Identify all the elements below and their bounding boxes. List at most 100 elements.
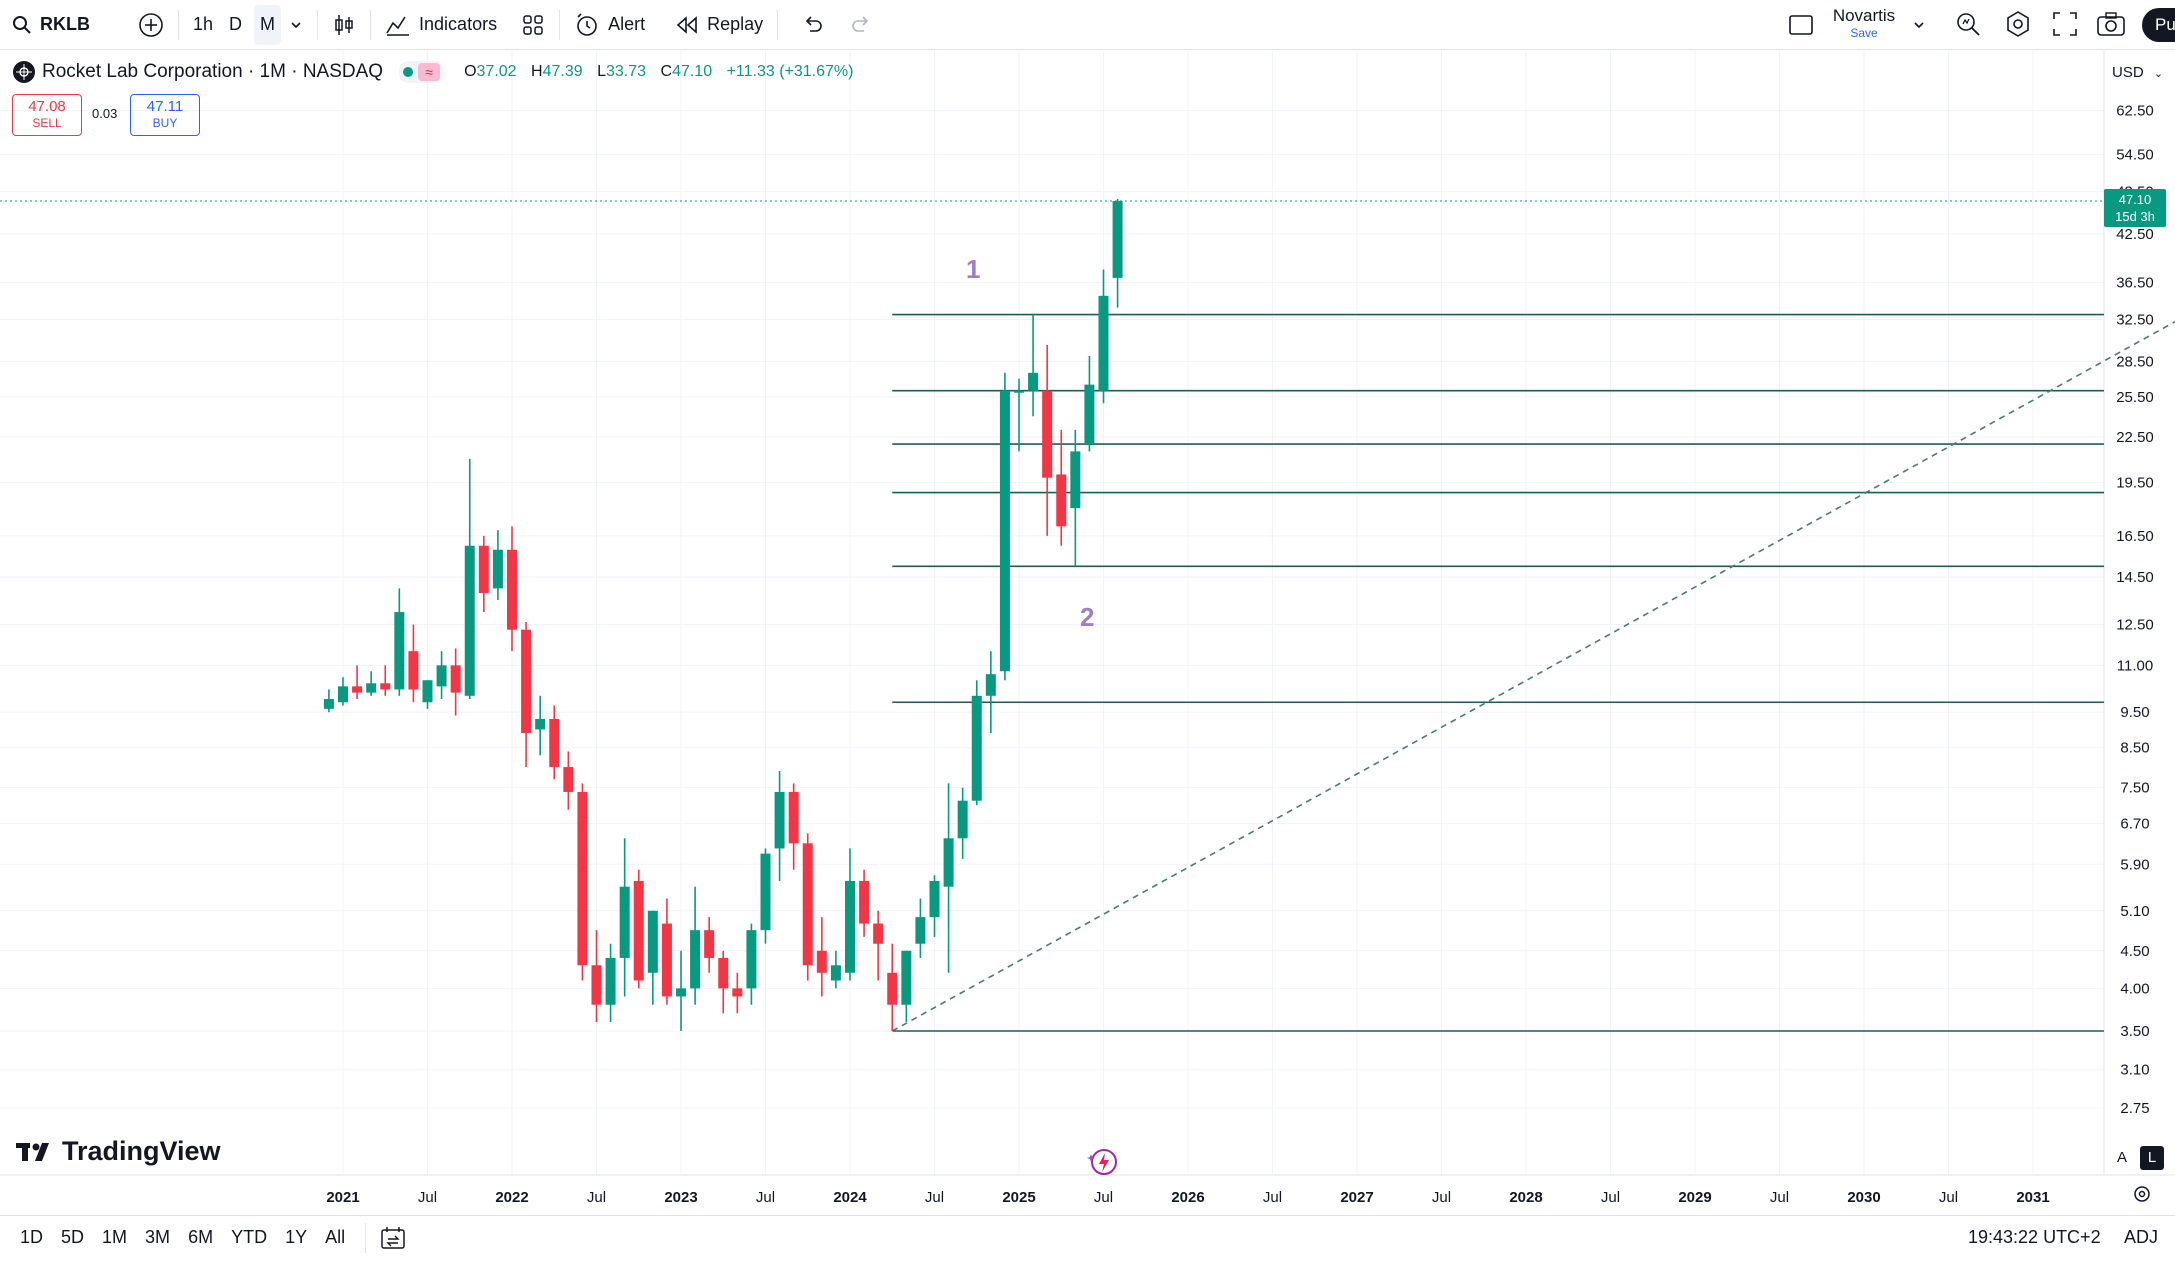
bar-countdown: 15d 3h — [2115, 209, 2155, 224]
candle-body — [408, 651, 419, 690]
settings-icon[interactable] — [2004, 10, 2032, 38]
adjust-toggle[interactable]: ADJ — [2124, 1227, 2159, 1247]
y-axis-tick-label: 4.00 — [2120, 980, 2149, 997]
x-axis-tick-label: Jul — [1432, 1189, 1451, 1206]
clock[interactable]: 19:43:22 UTC+2 — [1968, 1227, 2101, 1247]
candles-style-icon[interactable] — [332, 13, 356, 37]
y-axis-tick-label: 19.50 — [2116, 475, 2154, 492]
replay-button[interactable]: Replay — [675, 0, 763, 50]
symbol-title: Rocket Lab Corporation · 1M · NASDAQ — [42, 61, 384, 82]
x-axis-tick-label: 2023 — [664, 1189, 697, 1206]
candle-body — [323, 699, 334, 709]
x-axis-tick-label: Jul — [587, 1189, 606, 1206]
last-price-tag: 47.10 15d 3h — [2104, 189, 2166, 227]
range-ytd[interactable]: YTD — [231, 1227, 268, 1247]
chevron-down-icon: ⌄ — [2153, 68, 2164, 80]
x-axis-tick-label: 2022 — [495, 1189, 528, 1206]
candle-body — [915, 917, 926, 944]
layouts-icon[interactable] — [521, 13, 545, 37]
goto-date-icon[interactable] — [380, 1226, 406, 1250]
sell-button[interactable]: 47.08 SELL — [12, 94, 82, 136]
candle-body — [690, 930, 701, 989]
chevron-down-icon[interactable] — [1912, 18, 1926, 32]
add-symbol-icon[interactable] — [138, 12, 164, 38]
candle-body — [830, 965, 841, 981]
candle-body — [971, 695, 982, 801]
candle-body — [1112, 201, 1123, 278]
log-scale-button[interactable]: L — [2140, 1146, 2164, 1170]
range-1y[interactable]: 1Y — [285, 1227, 308, 1247]
candle-body — [873, 923, 884, 944]
candle-body — [718, 957, 729, 989]
indicators-icon — [385, 13, 411, 37]
candle-body — [802, 843, 813, 966]
currency-label: USD — [2112, 64, 2144, 81]
time-axis-settings-icon[interactable] — [2132, 1184, 2152, 1204]
x-axis-tick-label: Jul — [418, 1189, 437, 1206]
y-axis-tick-label: 25.50 — [2116, 389, 2154, 406]
y-axis-tick-label: 11.00 — [2117, 657, 2153, 674]
undo-icon[interactable] — [802, 15, 824, 35]
y-axis-tick-label: 7.50 — [2120, 780, 2149, 797]
auto-scale-button[interactable]: A — [2116, 1149, 2127, 1166]
range-3m[interactable]: 3M — [145, 1227, 171, 1247]
close-value: 47.10 — [672, 63, 713, 80]
buy-button[interactable]: 47.11 BUY — [130, 94, 200, 136]
rewind-icon — [675, 15, 699, 35]
fullscreen-icon[interactable] — [2052, 11, 2078, 37]
y-axis-tick-label: 9.50 — [2120, 704, 2149, 721]
dashed-trend-line — [891, 320, 2175, 1032]
interval-m[interactable]: M — [254, 4, 282, 45]
candle-body — [591, 965, 602, 1005]
quick-search-icon[interactable] — [1954, 10, 1982, 38]
camera-icon[interactable] — [2096, 11, 2126, 37]
x-axis-tick-label: Jul — [1939, 1189, 1958, 1206]
x-axis-tick-label: 2021 — [326, 1189, 359, 1206]
chevron-down-icon[interactable] — [289, 18, 303, 32]
candle-body — [774, 791, 785, 849]
last-price-value: 47.10 — [2118, 192, 2152, 207]
candle-body — [943, 838, 954, 887]
candle-body — [1098, 295, 1109, 391]
candle-body — [619, 886, 630, 958]
candle-body — [521, 629, 532, 734]
interval-d[interactable]: D — [229, 14, 243, 34]
symbol-search[interactable]: RKLB — [12, 0, 90, 50]
range-6m[interactable]: 6M — [188, 1227, 214, 1247]
x-axis-tick-label: 2029 — [1678, 1189, 1711, 1206]
ai-sparkle-icon[interactable] — [1086, 1146, 1120, 1178]
y-axis-tick-label: 4.50 — [2120, 943, 2149, 960]
interval-1h[interactable]: 1h — [193, 14, 214, 34]
wave-label-1[interactable]: 1 — [966, 254, 981, 284]
alert-button[interactable]: Alert — [574, 0, 645, 50]
indicators-button[interactable]: Indicators — [385, 0, 497, 50]
price-chart[interactable]: 2021 Jul 2022 Jul 2023 Jul 2024 Jul 2025 Jul 2026 J… — [0, 51, 2175, 1211]
candle-body — [887, 972, 898, 1005]
layout-name: Novartis — [1832, 6, 1896, 25]
range-all[interactable]: All — [325, 1227, 346, 1247]
y-axis-tick-label: 3.10 — [2120, 1062, 2149, 1079]
candle-body — [845, 880, 855, 973]
x-axis-tick-label: Jul — [756, 1189, 775, 1206]
bottom-toolbar: 1D 5D 1M 3M 6M YTD 1Y All 19:43:22 UTC+2… — [0, 1215, 2175, 1259]
redo-icon[interactable] — [850, 15, 872, 35]
low-value: 33.73 — [606, 63, 647, 80]
indicators-label: Indicators — [419, 14, 498, 34]
tradingview-logo[interactable]: TradingView — [16, 1136, 221, 1167]
wave-label-2[interactable]: 2 — [1080, 602, 1095, 632]
currency-selector[interactable]: USD ⌄ — [2112, 64, 2163, 81]
layout-selector[interactable]: Novartis Save — [1830, 6, 1898, 40]
y-axis-tick-label: 8.50 — [2120, 740, 2149, 757]
range-1d[interactable]: 1D — [20, 1227, 44, 1247]
candle-body — [338, 686, 348, 703]
publish-button[interactable]: Pu — [2142, 8, 2175, 42]
candle-body — [436, 665, 447, 687]
candle-body — [957, 800, 968, 839]
range-5d[interactable]: 5D — [61, 1227, 85, 1247]
y-axis-tick-label: 12.50 — [2116, 617, 2154, 634]
x-axis-tick-label: 2027 — [1340, 1189, 1373, 1206]
checkbox-icon[interactable] — [1788, 12, 1814, 38]
y-axis-tick-label: 36.50 — [2116, 274, 2154, 291]
status-badges[interactable]: ≈ — [399, 61, 445, 83]
range-1m[interactable]: 1M — [102, 1227, 128, 1247]
